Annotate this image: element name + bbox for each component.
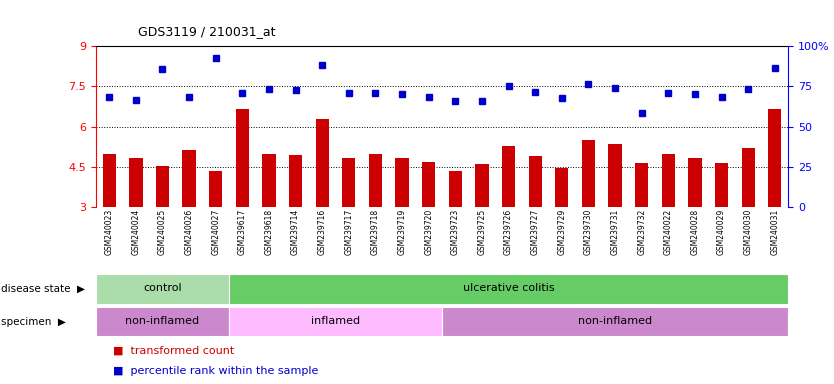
Bar: [422, 162, 435, 207]
Text: non-inflamed: non-inflamed: [125, 316, 199, 326]
Bar: [103, 154, 116, 207]
Bar: [502, 146, 515, 207]
Bar: [529, 156, 542, 207]
Bar: [395, 157, 409, 207]
Text: disease state  ▶: disease state ▶: [1, 284, 85, 294]
Text: ■  transformed count: ■ transformed count: [113, 345, 234, 355]
Bar: [315, 119, 329, 207]
Bar: [715, 163, 728, 207]
Bar: [229, 274, 788, 304]
Bar: [183, 149, 196, 207]
Text: ■  percentile rank within the sample: ■ percentile rank within the sample: [113, 366, 318, 376]
Bar: [741, 148, 755, 207]
Bar: [236, 109, 249, 207]
Bar: [555, 168, 569, 207]
Bar: [449, 171, 462, 207]
Bar: [582, 140, 595, 207]
Bar: [209, 171, 223, 207]
Text: control: control: [143, 283, 182, 293]
Bar: [442, 307, 788, 336]
Bar: [229, 307, 442, 336]
Bar: [661, 154, 675, 207]
Bar: [342, 157, 355, 207]
Bar: [263, 154, 275, 207]
Bar: [129, 157, 143, 207]
Bar: [289, 155, 302, 207]
Bar: [635, 163, 648, 207]
Text: ulcerative colitis: ulcerative colitis: [463, 283, 555, 293]
Bar: [609, 144, 621, 207]
Text: non-inflamed: non-inflamed: [578, 316, 652, 326]
Bar: [475, 164, 489, 207]
Text: specimen  ▶: specimen ▶: [1, 316, 66, 327]
Bar: [156, 166, 169, 207]
Bar: [96, 274, 229, 304]
Bar: [96, 307, 229, 336]
Bar: [369, 154, 382, 207]
Bar: [688, 157, 701, 207]
Text: inflamed: inflamed: [311, 316, 360, 326]
Bar: [768, 109, 781, 207]
Text: GDS3119 / 210031_at: GDS3119 / 210031_at: [138, 25, 275, 38]
